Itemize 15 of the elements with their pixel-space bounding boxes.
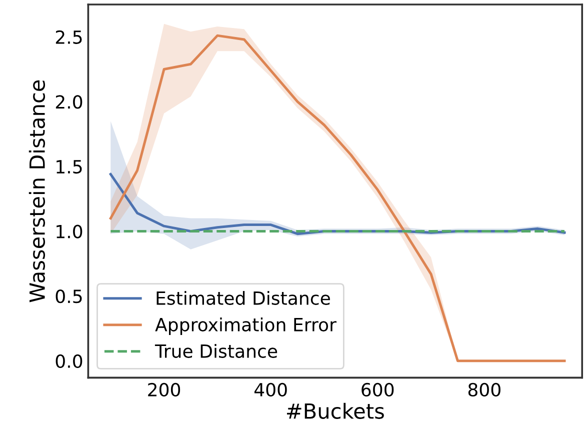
y-axis-title: Wasserstein Distance <box>28 80 46 302</box>
y-tick-label: 1.5 <box>56 160 82 174</box>
y-tick-label: 0.0 <box>56 354 82 368</box>
x-axis-title: #Buckets <box>286 402 384 419</box>
y-tick-label: 2.5 <box>56 30 82 44</box>
x-tick-label: 200 <box>148 382 180 397</box>
y-tick-label: 0.5 <box>56 290 82 304</box>
x-tick-label: 400 <box>254 382 287 397</box>
legend-label: Approximation Error <box>155 317 336 335</box>
x-tick-label: 800 <box>468 382 500 397</box>
legend-label: Estimated Distance <box>156 290 330 305</box>
legend-label: True Distance <box>154 344 278 358</box>
x-tick-label: 600 <box>362 382 394 397</box>
y-tick-label: 2.0 <box>56 95 82 109</box>
y-tick-label: 1.0 <box>56 224 82 238</box>
